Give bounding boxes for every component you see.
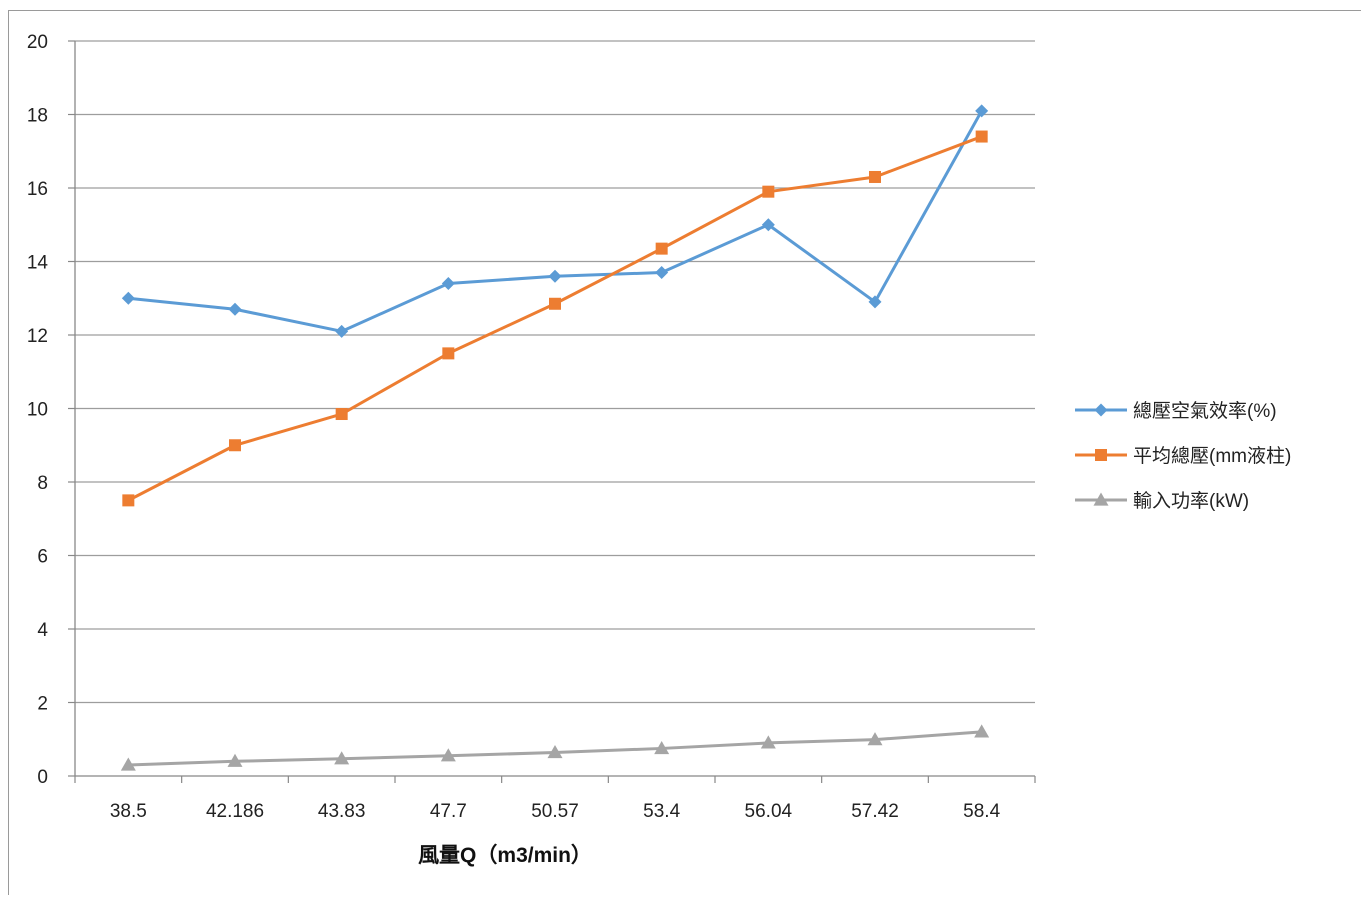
y-tick-label: 16 [27,179,48,200]
data-point [229,439,241,452]
data-point [549,297,561,310]
data-point [654,740,670,755]
series-1 [121,104,989,338]
data-point [335,408,348,421]
x-tick-label: 47.7 [430,801,467,822]
x-tick-label: 43.83 [318,801,366,822]
data-point [760,735,776,749]
data-point [761,218,775,232]
data-point [335,324,349,338]
y-tick-label: 10 [27,400,48,421]
data-point [655,242,668,255]
x-tick-labels: 38.5 42.186 43.83 47.7 50.57 53.4 56.04 57.42 58… [110,801,1001,822]
y-tick-label: 14 [27,253,49,274]
data-point [547,744,563,759]
x-tick-label: 42.186 [206,801,264,822]
axes [68,40,1036,783]
series-layer [120,104,990,771]
x-tick-label: 57.42 [851,801,899,822]
legend-item: 總壓空氣效率(%) [1075,400,1277,422]
y-tick-label: 20 [27,32,48,53]
data-point [441,277,455,291]
data-point [440,748,456,762]
x-tick-label: 50.57 [531,801,579,822]
data-point [227,753,243,767]
data-point [442,347,455,360]
data-point [548,269,562,283]
data-point [122,494,135,507]
data-point [867,732,883,746]
x-tick-label: 38.5 [110,801,147,822]
data-point [120,757,136,771]
legend-marker [1093,492,1109,506]
x-tick-label: 53.4 [643,801,680,822]
legend-label: 輸入功率(kW) [1133,490,1249,512]
data-point [975,104,989,118]
data-point [974,724,990,738]
x-axis-label: 風量Q（m3/min） [418,843,592,867]
data-point [869,170,881,183]
y-tick-label: 12 [27,326,48,347]
series-3 [120,724,990,771]
y-tick-label: 6 [37,547,48,568]
series-2 [122,130,988,507]
legend-marker [1094,403,1108,417]
data-point [228,302,242,316]
x-tick-label: 56.04 [745,801,793,822]
legend-item: 平均總壓(mm液柱) [1075,445,1291,467]
x-tick-label: 58.4 [963,801,1000,822]
data-point [655,266,669,280]
y-tick-label: 4 [37,620,48,641]
legend-marker [1095,449,1107,461]
legend: 總壓空氣效率(%) 平均總壓(mm液柱) 輸入功率(kW) [1075,400,1291,512]
data-point [121,291,135,305]
y-tick-label: 18 [27,106,48,127]
legend-label: 平均總壓(mm液柱) [1133,445,1291,467]
legend-label: 總壓空氣效率(%) [1133,400,1277,422]
y-tick-label: 8 [37,473,48,494]
series-line [127,135,983,502]
data-point [762,185,775,198]
gridlines [75,40,1035,704]
y-tick-label: 2 [37,694,48,715]
y-tick-labels: 0 2 4 6 8 10 12 14 16 18 20 [27,32,49,788]
data-point [334,751,350,765]
data-point [975,130,988,143]
legend-item: 輸入功率(kW) [1075,490,1249,512]
chart-frame [8,10,1361,895]
data-point [868,295,882,309]
y-tick-label: 0 [37,767,48,788]
